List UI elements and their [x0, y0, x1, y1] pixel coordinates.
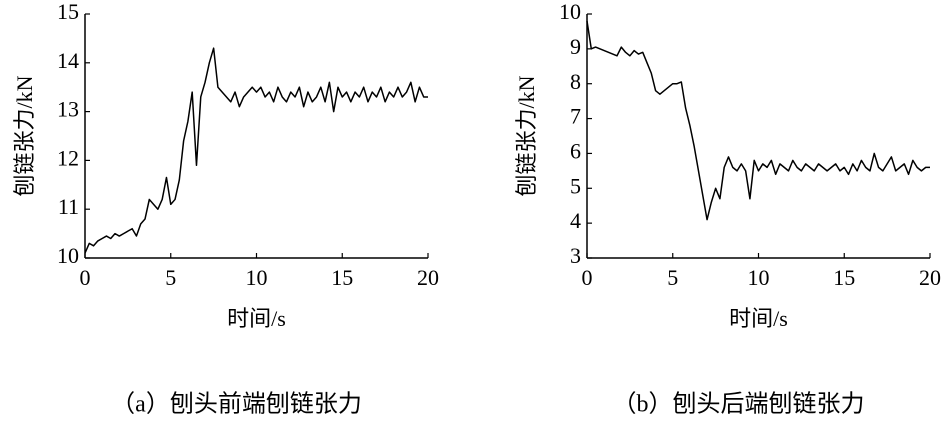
x-tick-label: 0 — [80, 265, 91, 290]
y-tick-label: 4 — [570, 208, 581, 233]
y-axis-label: 刨链张力/kN — [514, 75, 539, 196]
x-tick-label: 5 — [667, 265, 678, 290]
x-axis-label: 时间/s — [227, 306, 286, 331]
y-tick-label: 3 — [570, 243, 581, 268]
y-tick-label: 11 — [58, 194, 79, 219]
caption: （a）刨头前端刨链张力 — [111, 391, 362, 418]
x-tick-label: 15 — [833, 265, 855, 290]
y-tick-label: 7 — [570, 104, 581, 129]
y-axis-label: 刨链张力/kN — [12, 75, 37, 196]
x-tick-label: 5 — [165, 265, 176, 290]
x-axis-label: 时间/s — [729, 306, 788, 331]
y-tick-label: 8 — [570, 69, 581, 94]
caption: （b）刨头后端刨链张力 — [613, 391, 865, 418]
x-tick-label: 0 — [582, 265, 593, 290]
x-tick-label: 10 — [246, 265, 268, 290]
data-line — [84, 47, 428, 254]
y-tick-label: 10 — [559, 0, 581, 24]
y-tick-label: 14 — [57, 48, 79, 73]
y-tick-label: 6 — [570, 138, 581, 163]
y-tick-label: 12 — [57, 145, 79, 170]
y-tick-label: 15 — [57, 0, 79, 24]
x-tick-label: 20 — [919, 265, 941, 290]
y-tick-label: 10 — [57, 243, 79, 268]
x-tick-label: 20 — [417, 265, 439, 290]
x-tick-label: 10 — [748, 265, 770, 290]
y-tick-label: 13 — [57, 97, 79, 122]
x-tick-label: 15 — [331, 265, 353, 290]
y-tick-label: 5 — [570, 173, 581, 198]
y-tick-label: 9 — [570, 34, 581, 59]
data-line — [586, 20, 930, 221]
